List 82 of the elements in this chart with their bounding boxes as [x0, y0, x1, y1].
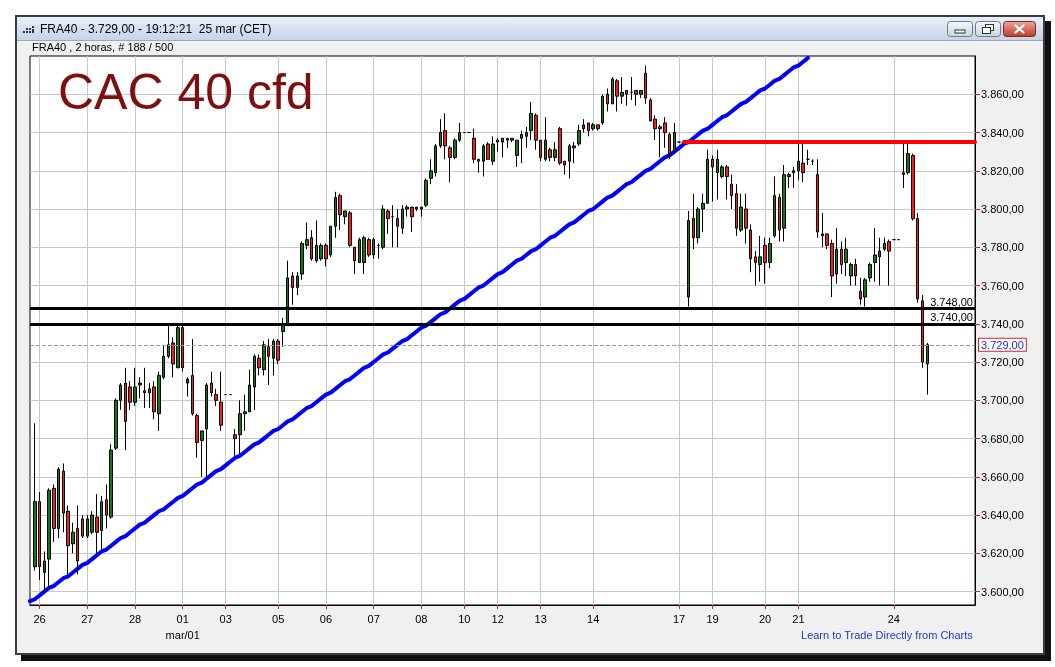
candlestick — [730, 174, 733, 210]
x-tick-label: 12 — [491, 613, 504, 625]
candlestick — [849, 262, 853, 287]
text: Learn to Trade Directly from Charts — [801, 628, 974, 641]
y-tick-label: 3.700,00 — [981, 394, 1024, 407]
y-tick-label: 3.640,00 — [981, 509, 1024, 522]
candlestick — [806, 149, 810, 166]
x-tick-label: 07 — [367, 613, 380, 625]
candlestick — [396, 208, 399, 248]
candlestick — [711, 154, 714, 202]
y-tick-label: 3.720,00 — [981, 356, 1024, 369]
x-tick-label: 03 — [219, 613, 232, 625]
x-tick-label: 06 — [319, 613, 333, 625]
candlestick — [424, 177, 428, 208]
candlestick — [868, 262, 872, 283]
y-tick-label: 3.820,00 — [981, 164, 1024, 177]
ref-line-label: 3.740,00 — [930, 311, 973, 324]
candlestick — [443, 112, 447, 160]
candlestick — [219, 371, 223, 432]
y-tick-label: 3.860,00 — [981, 88, 1024, 101]
candlestick — [792, 166, 795, 189]
candlestick — [673, 122, 676, 155]
candlestick — [191, 338, 194, 417]
x-tick-label: 17 — [672, 613, 686, 625]
x-tick-label: 01 mar/01 — [165, 613, 200, 641]
candlestick — [186, 376, 189, 397]
ref-line-label: 3.729,00 — [981, 338, 1024, 351]
y-tick-label: 3.740,00 — [981, 317, 1024, 330]
y-tick-label: 3.680,00 — [981, 432, 1024, 445]
candlestick — [420, 206, 423, 218]
candlestick — [501, 137, 504, 158]
y-tick-label: 3.760,00 — [981, 279, 1024, 292]
candlestick — [291, 271, 294, 306]
candlestick — [520, 130, 523, 164]
candlestick — [668, 132, 671, 160]
candlestick — [353, 246, 356, 275]
x-tick-label: 20 — [758, 613, 772, 625]
y-tick-label: 3.800,00 — [981, 203, 1024, 216]
candlestick — [606, 88, 609, 112]
candlestick — [43, 550, 46, 595]
candlestick — [138, 376, 142, 399]
y-tick-label: 3.780,00 — [981, 241, 1024, 254]
chart-title: CAC 40 cfd — [58, 64, 314, 120]
candlestick — [844, 237, 848, 277]
x-tick-label: 21 — [792, 613, 805, 625]
candlestick — [210, 371, 213, 397]
y-tick-label: 3.600,00 — [981, 585, 1024, 598]
x-tick-label: 10 — [458, 613, 471, 625]
chart-subtitle: FRA40 , 2 horas, # 188 / 500 — [32, 40, 174, 53]
candlestick — [816, 158, 819, 239]
candlestick — [887, 239, 891, 287]
x-tick-label: 13 — [534, 613, 547, 625]
candlestick — [214, 388, 218, 407]
x-tick-label: 19 — [706, 613, 719, 625]
x-tick-label: 26 — [33, 613, 46, 625]
candlestick — [801, 143, 805, 183]
candlestick — [873, 227, 877, 283]
x-tick-label: 08 — [415, 613, 428, 625]
ref-line-label: 3.748,00 — [930, 296, 973, 308]
x-tick-label: 05 — [272, 613, 285, 625]
candlestick — [205, 382, 208, 478]
x-tick-label: 24 — [887, 613, 900, 625]
candlestick — [582, 118, 585, 134]
candlestick — [296, 271, 299, 296]
candlestick — [601, 93, 604, 126]
candlestick — [525, 126, 528, 149]
candlestick — [773, 176, 776, 239]
candlestick — [749, 223, 752, 273]
candlestick — [926, 342, 929, 396]
y-tick-label: 3.620,00 — [981, 547, 1024, 560]
y-tick-label: 3.660,00 — [981, 470, 1024, 483]
candlestick — [81, 514, 84, 539]
x-tick-label: 27 — [81, 613, 94, 625]
candlestick — [391, 204, 394, 248]
line-series — [28, 55, 810, 604]
x-tick-label: 14 — [587, 613, 600, 625]
candlestick — [577, 124, 581, 147]
text: FRA40 - 3.729,00 - 19:12:21 25 mar (CET) — [40, 22, 272, 36]
candlestick — [143, 367, 146, 409]
y-tick-label: 3.840,00 — [981, 126, 1024, 139]
x-tick-label: 28 — [128, 613, 142, 625]
candlestick — [496, 137, 499, 153]
